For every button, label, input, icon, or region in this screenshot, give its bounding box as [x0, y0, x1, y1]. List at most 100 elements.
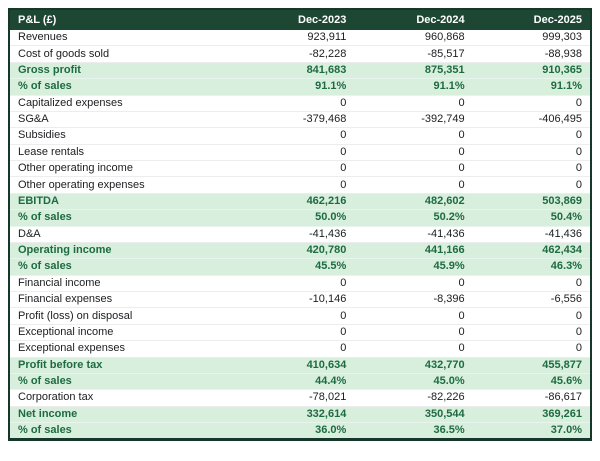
cell-value: 0: [354, 144, 473, 162]
cell-value: 45.6%: [472, 373, 591, 391]
table-row: Capitalized expenses 0 0 0: [9, 95, 591, 112]
cell-value: -78,021: [236, 389, 355, 407]
column-header-dec-2025: Dec-2025: [472, 9, 591, 30]
cell-value: -82,228: [236, 45, 355, 63]
cell-value: 503,869: [472, 193, 591, 211]
row-label: Gross profit: [9, 62, 236, 80]
row-label: % of sales: [9, 258, 236, 276]
row-label: % of sales: [9, 209, 236, 227]
row-label: Profit (loss) on disposal: [9, 307, 236, 325]
table-row-total: Net income 332,614 350,544 369,261: [9, 406, 591, 424]
cell-value: 91.1%: [472, 78, 591, 96]
cell-value: 91.1%: [236, 78, 355, 96]
table-row-total: Gross profit 841,683 875,351 910,365: [9, 62, 591, 80]
row-label: Operating income: [9, 242, 236, 260]
row-label: Exceptional income: [9, 324, 236, 342]
cell-value: -6,556: [472, 291, 591, 309]
cell-value: -82,226: [354, 389, 473, 407]
cell-value: 0: [472, 340, 591, 358]
row-label: Subsidies: [9, 127, 236, 145]
cell-value: 0: [472, 324, 591, 342]
row-label: Other operating income: [9, 160, 236, 178]
table-row: Profit (loss) on disposal 0 0 0: [9, 307, 591, 325]
cell-value: 50.0%: [236, 209, 355, 227]
table-row-percent: % of sales 91.1% 91.1% 91.1%: [9, 78, 591, 96]
row-label: Cost of goods sold: [9, 45, 236, 63]
cell-value: 960,868: [354, 30, 473, 47]
cell-value: 0: [354, 95, 473, 112]
table-row: Lease rentals 0 0 0: [9, 144, 591, 162]
cell-value: -88,938: [472, 45, 591, 63]
table-row: Corporation tax -78,021 -82,226 -86,617: [9, 389, 591, 407]
cell-value: 482,602: [354, 193, 473, 211]
cell-value: 923,911: [236, 30, 355, 47]
table-row-percent: % of sales 36.0% 36.5% 37.0%: [9, 422, 591, 441]
cell-value: -406,495: [472, 111, 591, 129]
pnl-table: P&L (£) Dec-2023 Dec-2024 Dec-2025 Reven…: [8, 8, 592, 442]
row-label: % of sales: [9, 78, 236, 96]
table-row: Other operating expenses 0 0 0: [9, 176, 591, 194]
cell-value: 841,683: [236, 62, 355, 80]
cell-value: -41,436: [354, 226, 473, 243]
table-row-percent: % of sales 45.5% 45.9% 46.3%: [9, 258, 591, 276]
cell-value: 37.0%: [472, 422, 591, 441]
cell-value: 0: [236, 176, 355, 194]
table-row: Financial income 0 0 0: [9, 275, 591, 293]
cell-value: 999,303: [472, 30, 591, 47]
table-row: Exceptional expenses 0 0 0: [9, 340, 591, 358]
cell-value: 0: [472, 127, 591, 145]
row-label: Profit before tax: [9, 357, 236, 374]
table-header-row: P&L (£) Dec-2023 Dec-2024 Dec-2025: [9, 9, 591, 30]
cell-value: 0: [236, 95, 355, 112]
cell-value: 350,544: [354, 406, 473, 424]
cell-value: 44.4%: [236, 373, 355, 391]
cell-value: 910,365: [472, 62, 591, 80]
table-row-percent: % of sales 50.0% 50.2% 50.4%: [9, 209, 591, 227]
cell-value: 462,434: [472, 242, 591, 260]
cell-value: 0: [354, 160, 473, 178]
row-label: Exceptional expenses: [9, 340, 236, 358]
cell-value: 0: [354, 340, 473, 358]
row-label: % of sales: [9, 373, 236, 391]
cell-value: 45.5%: [236, 258, 355, 276]
cell-value: 45.0%: [354, 373, 473, 391]
cell-value: 0: [354, 176, 473, 194]
row-label: Financial income: [9, 275, 236, 293]
cell-value: 455,877: [472, 357, 591, 374]
row-label: % of sales: [9, 422, 236, 441]
cell-value: 332,614: [236, 406, 355, 424]
row-label: Net income: [9, 406, 236, 424]
cell-value: 0: [354, 324, 473, 342]
table-row-total: EBITDA 462,216 482,602 503,869: [9, 193, 591, 211]
table-row: Subsidies 0 0 0: [9, 127, 591, 145]
cell-value: 0: [236, 160, 355, 178]
table-row-percent: % of sales 44.4% 45.0% 45.6%: [9, 373, 591, 391]
table-row: Financial expenses -10,146 -8,396 -6,556: [9, 291, 591, 309]
cell-value: 45.9%: [354, 258, 473, 276]
cell-value: 0: [236, 144, 355, 162]
table-title: P&L (£): [9, 9, 236, 30]
row-label: Financial expenses: [9, 291, 236, 309]
cell-value: 441,166: [354, 242, 473, 260]
cell-value: -86,617: [472, 389, 591, 407]
table-row-total: Profit before tax 410,634 432,770 455,877: [9, 357, 591, 374]
cell-value: 0: [472, 144, 591, 162]
cell-value: 0: [472, 176, 591, 194]
cell-value: -8,396: [354, 291, 473, 309]
cell-value: 0: [354, 307, 473, 325]
table-row: Exceptional income 0 0 0: [9, 324, 591, 342]
row-label: SG&A: [9, 111, 236, 129]
column-header-dec-2024: Dec-2024: [354, 9, 473, 30]
cell-value: 0: [354, 127, 473, 145]
table-row: Other operating income 0 0 0: [9, 160, 591, 178]
cell-value: 0: [472, 307, 591, 325]
cell-value: 0: [236, 275, 355, 293]
cell-value: -10,146: [236, 291, 355, 309]
cell-value: 0: [472, 275, 591, 293]
cell-value: 420,780: [236, 242, 355, 260]
cell-value: 410,634: [236, 357, 355, 374]
cell-value: -392,749: [354, 111, 473, 129]
column-header-dec-2023: Dec-2023: [236, 9, 355, 30]
pnl-table-container: P&L (£) Dec-2023 Dec-2024 Dec-2025 Reven…: [8, 8, 592, 442]
row-label: Lease rentals: [9, 144, 236, 162]
